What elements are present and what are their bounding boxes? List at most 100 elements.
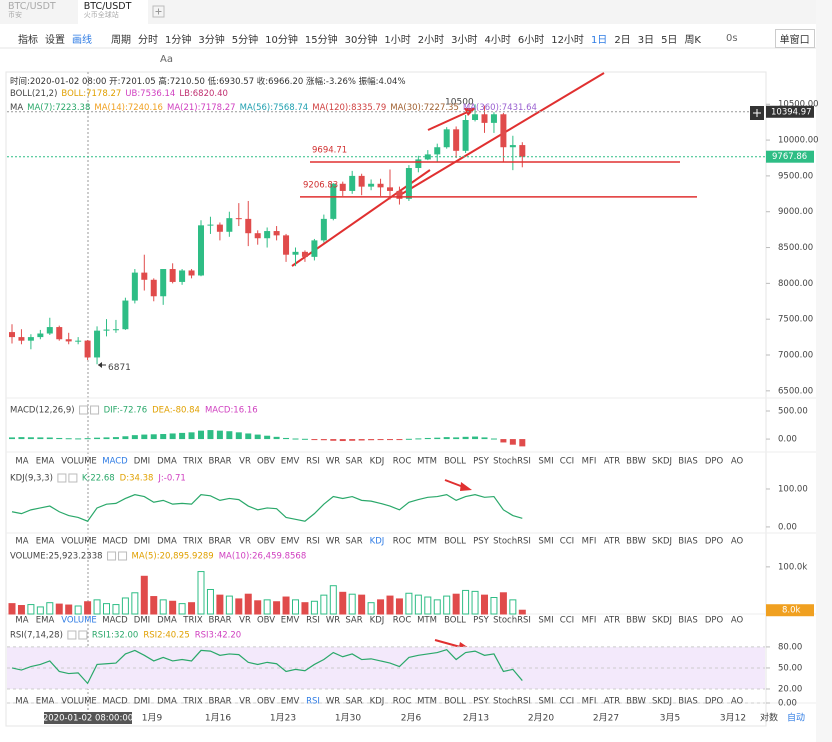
indicator-tab[interactable]: TRIX (182, 697, 203, 707)
indicator-tab[interactable]: CCI (560, 697, 574, 707)
indicator-tab[interactable]: BIAS (678, 697, 698, 707)
indicator-tab[interactable]: DMI (134, 457, 150, 467)
period-button[interactable]: 10分钟 (265, 35, 298, 46)
period-button[interactable]: 5分钟 (231, 35, 259, 46)
indicator-tab[interactable]: DMA (157, 457, 177, 467)
indicator-tab[interactable]: DPO (705, 457, 724, 467)
indicator-tab[interactable]: MA (15, 537, 28, 547)
indicator-tab[interactable]: SAR (345, 616, 362, 626)
indicator-tab[interactable]: SMI (538, 616, 553, 626)
new-tab-button[interactable] (152, 5, 165, 18)
indicator-tab[interactable]: VOLUME (61, 616, 97, 626)
indicator-tab[interactable]: BIAS (678, 537, 698, 547)
indicator-tab[interactable]: VR (239, 457, 251, 467)
indicator-tab[interactable]: PSY (473, 616, 490, 626)
indicator-tab[interactable]: SKDJ (652, 537, 672, 547)
period-button[interactable]: 分时 (138, 35, 158, 46)
indicator-tab[interactable]: VOLUME (61, 697, 97, 707)
indicator-tab[interactable]: EMV (281, 537, 300, 547)
indicator-tab[interactable]: WR (326, 616, 340, 626)
indicator-tab[interactable]: MTM (417, 457, 437, 467)
window-mode[interactable]: 单窗口 (774, 29, 815, 48)
tab[interactable]: BTC/USDT 币安 (8, 2, 56, 20)
indicator-tab[interactable]: KDJ (370, 616, 385, 626)
indicator-tab[interactable]: AO (731, 697, 744, 707)
indicator-tab[interactable]: CCI (560, 457, 574, 467)
indicator-tab[interactable]: BRAR (208, 697, 231, 707)
indicator-tab[interactable]: AO (731, 616, 744, 626)
indicator-tab[interactable]: BRAR (208, 616, 231, 626)
indicator-tab[interactable]: AO (731, 457, 744, 467)
indicator-tab[interactable]: TRIX (182, 537, 203, 547)
indicator-tab[interactable]: BRAR (208, 537, 231, 547)
indicator-tab[interactable]: SKDJ (652, 616, 672, 626)
indicator-tab[interactable]: MTM (417, 616, 437, 626)
period-button[interactable]: 5日 (661, 35, 678, 46)
period-button[interactable]: 1日 (590, 35, 608, 46)
period-button[interactable]: 1小时 (384, 35, 411, 46)
indicator-tab[interactable]: ROC (393, 537, 412, 547)
indicator-tab[interactable]: RSI (306, 616, 320, 626)
period-button[interactable]: 2小时 (417, 35, 445, 46)
indicator-tab[interactable]: VR (239, 697, 251, 707)
indicator-tab[interactable]: OBV (257, 457, 275, 467)
indicator-tab[interactable]: OBV (257, 616, 275, 626)
indicator-tab[interactable]: SAR (345, 537, 362, 547)
period-button[interactable]: 12小时 (551, 35, 584, 46)
indicator-tab[interactable]: RSI (306, 697, 320, 707)
text-tool[interactable]: Aa (160, 54, 173, 65)
indicator-tab[interactable]: CCI (560, 616, 574, 626)
indicator-tab[interactable]: DMA (157, 537, 177, 547)
indicator-tab[interactable]: ATR (604, 537, 620, 547)
indicator-tab[interactable]: PSY (473, 697, 490, 707)
indicator-tab[interactable]: DPO (705, 697, 724, 707)
period-button[interactable]: 3分钟 (198, 35, 225, 46)
indicator-tab[interactable]: ATR (604, 457, 620, 467)
indicator-tab[interactable]: MFI (582, 697, 597, 707)
indicator-tab[interactable]: BRAR (208, 457, 231, 467)
indicator-tab[interactable]: DMI (134, 537, 150, 547)
indicator-tab[interactable]: MACD (102, 697, 128, 707)
indicator-tab[interactable]: DMA (157, 616, 177, 626)
indicator-tab[interactable]: StochRSI (493, 616, 531, 626)
period-button[interactable]: 15分钟 (304, 35, 338, 46)
indicator-tab[interactable]: SKDJ (652, 697, 672, 707)
indicator-tab[interactable]: SMI (538, 697, 553, 707)
tool-button[interactable]: 设置 (45, 35, 65, 46)
indicator-tab[interactable]: EMV (281, 616, 300, 626)
indicator-tab[interactable]: DMI (134, 616, 150, 626)
indicator-tab[interactable]: MA (15, 697, 28, 707)
indicator-tab[interactable]: DMI (134, 697, 150, 707)
indicator-tab[interactable]: MFI (582, 457, 597, 467)
indicator-tab[interactable]: OBV (257, 537, 275, 547)
indicator-tab[interactable]: EMV (281, 697, 300, 707)
indicator-tab[interactable]: RSI (306, 537, 320, 547)
indicator-tab[interactable]: BOLL (444, 537, 466, 547)
indicator-tab[interactable]: OBV (257, 697, 275, 707)
indicator-tab[interactable]: VOLUME (61, 457, 97, 467)
indicator-tab[interactable]: CCI (560, 537, 574, 547)
indicator-tab[interactable]: KDJ (370, 537, 385, 547)
indicator-tab[interactable]: RSI (306, 457, 320, 467)
indicator-tab[interactable]: MACD (102, 537, 128, 547)
indicator-tab[interactable]: ROC (393, 616, 412, 626)
indicator-tab[interactable]: VOLUME (61, 537, 97, 547)
indicator-tab[interactable]: StochRSI (493, 457, 531, 467)
indicator-tab[interactable]: MACD (102, 616, 128, 626)
indicator-tab[interactable]: MFI (582, 616, 597, 626)
indicator-tab[interactable]: KDJ (370, 457, 385, 467)
indicator-tab[interactable]: BOLL (444, 697, 466, 707)
indicator-tab[interactable]: MFI (582, 537, 597, 547)
indicator-tab[interactable]: ROC (393, 697, 412, 707)
indicator-tab[interactable]: StochRSI (493, 537, 531, 547)
scale-mode[interactable]: 自动 (787, 712, 805, 724)
indicator-tab[interactable]: WR (326, 697, 340, 707)
indicator-tab[interactable]: SKDJ (652, 457, 672, 467)
indicator-tab[interactable]: DPO (705, 616, 724, 626)
indicator-tab[interactable]: BBW (626, 457, 646, 467)
period-button[interactable]: 30分钟 (344, 35, 378, 46)
indicator-tab[interactable]: SMI (538, 537, 553, 547)
indicator-tab[interactable]: MTM (417, 537, 437, 547)
indicator-tab[interactable]: BIAS (678, 616, 698, 626)
indicator-tab[interactable]: SAR (345, 697, 362, 707)
